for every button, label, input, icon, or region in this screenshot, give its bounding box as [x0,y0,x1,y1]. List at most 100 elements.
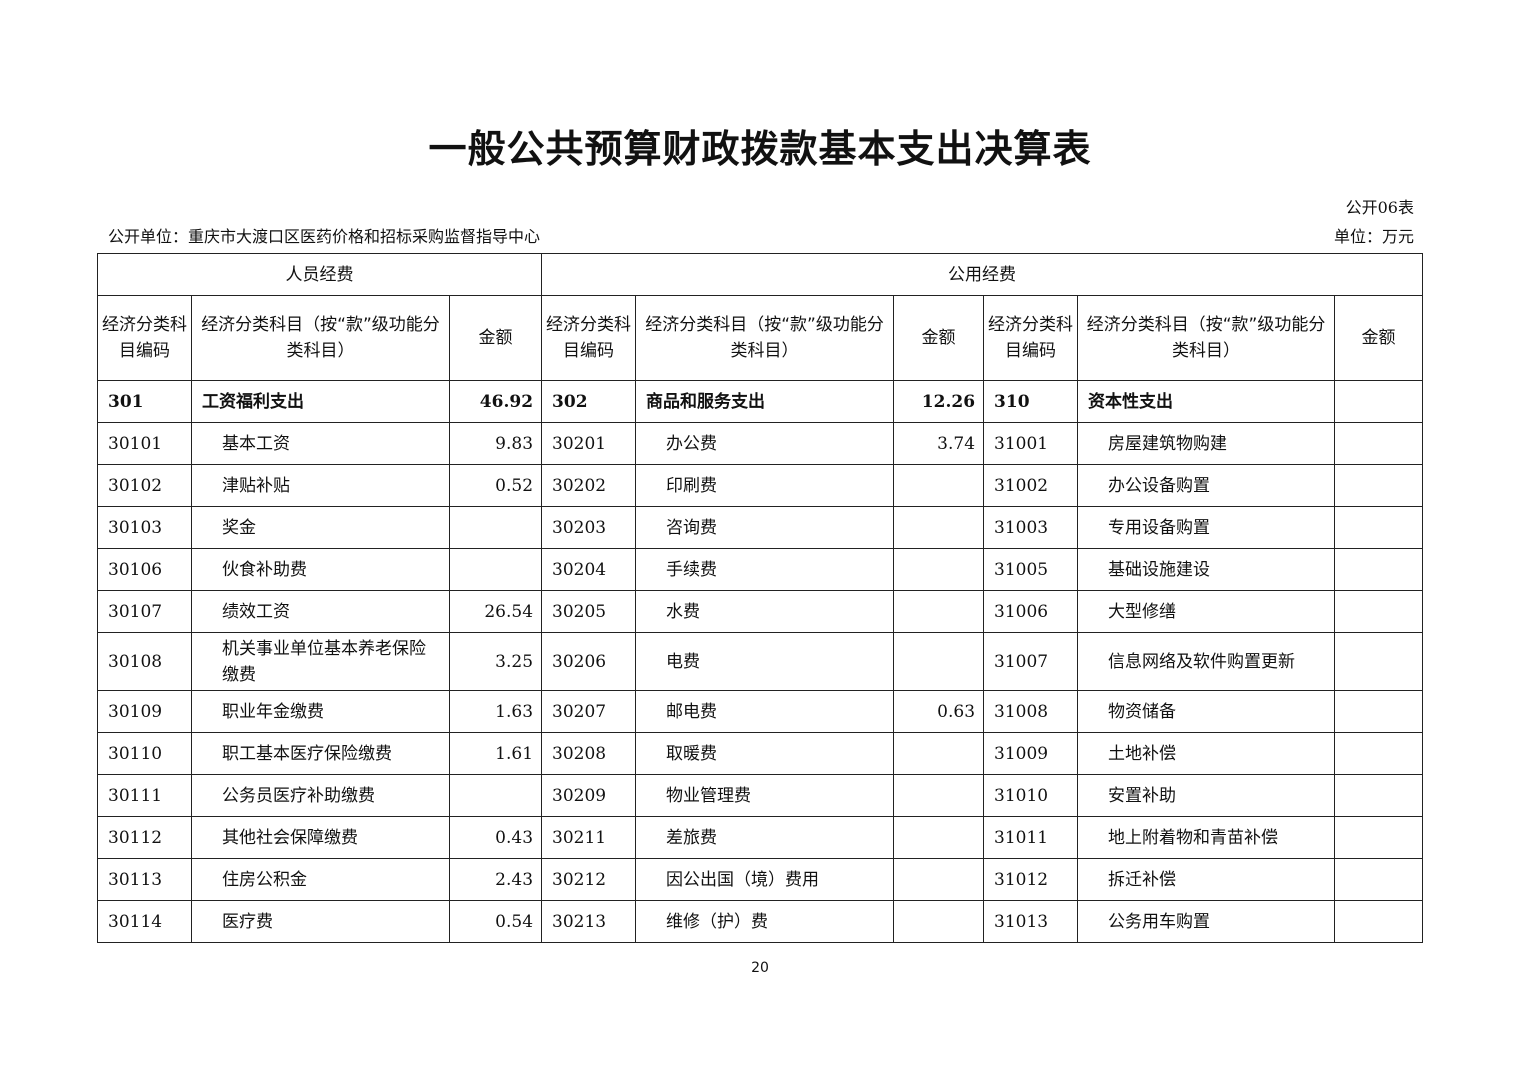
table-row: 30103 奖金 30203 咨询费 31003 专用设备购置 [97,506,1424,549]
code-cell: 30206 [541,632,637,691]
code-cell: 30201 [541,422,637,465]
amount-cell [448,548,543,591]
table-row: 30107 绩效工资 26.54 30205 水费 31006 大型修缮 [97,590,1424,633]
code-cell: 302 [541,380,637,423]
code-cell: 31008 [983,690,1079,733]
table-row: 30110 职工基本医疗保险缴费 1.61 30208 取暖费 31009 土地补偿 [97,732,1424,775]
amount-cell: 1.61 [448,732,543,775]
amount-cell [893,774,985,817]
code-cell: 301 [97,380,192,423]
table-row: 30114 医疗费 0.54 30213 维修（护）费 31013 公务用车购置 [97,900,1424,943]
code-cell: 30205 [541,590,637,633]
code-cell: 30212 [541,858,637,901]
amount-cell [893,858,985,901]
item-name-cell: 印刷费 [635,464,895,507]
amount-cell: 0.43 [448,816,543,859]
table-row: 301 工资福利支出 46.92 302 商品和服务支出 12.26 310 资本性支出 [97,380,1424,423]
amount-cell: 12.26 [893,380,985,423]
code-cell: 30202 [541,464,637,507]
code-cell: 31001 [983,422,1079,465]
code-cell: 31005 [983,548,1079,591]
amount-cell [1334,464,1424,507]
item-name-cell: 津贴补贴 [191,464,450,507]
code-cell: 30207 [541,690,637,733]
code-cell: 30209 [541,774,637,817]
code-cell: 31002 [983,464,1079,507]
table-row: 30101 基本工资 9.83 30201 办公费 3.74 31001 房屋建筑物购建 [97,422,1424,465]
column-header-amount: 金额 [1334,295,1424,381]
code-cell: 30112 [97,816,192,859]
column-header-code: 经济分类科目编码 [541,295,637,381]
amount-cell [1334,590,1424,633]
code-cell: 30102 [97,464,192,507]
item-name-cell: 基础设施建设 [1077,548,1336,591]
amount-cell [1334,732,1424,775]
item-name-cell: 房屋建筑物购建 [1077,422,1336,465]
amount-cell [893,506,985,549]
table-row: 30113 住房公积金 2.43 30212 因公出国（境）费用 31012 拆迁补偿 [97,858,1424,901]
item-name-cell: 电费 [635,632,895,691]
amount-cell [893,464,985,507]
item-name-cell: 土地补偿 [1077,732,1336,775]
item-name-cell: 奖金 [191,506,450,549]
table-row: 30111 公务员医疗补助缴费 30209 物业管理费 31010 安置补助 [97,774,1424,817]
amount-cell [1334,774,1424,817]
item-name-cell: 邮电费 [635,690,895,733]
item-name-cell: 大型修缮 [1077,590,1336,633]
code-cell: 30208 [541,732,637,775]
expenditure-table: 人员经费 公用经费 经济分类科目编码 经济分类科目（按“款”级功能分类科目） 金额经… [96,253,1424,943]
column-header-amount: 金额 [893,295,985,381]
code-cell: 31003 [983,506,1079,549]
item-name-cell: 职业年金缴费 [191,690,450,733]
table-row: 30108 机关事业单位基本养老保险缴费 3.25 30206 电费 31007 信息网络及… [97,632,1424,691]
code-cell: 30203 [541,506,637,549]
item-name-cell: 绩效工资 [191,590,450,633]
item-name-cell: 取暖费 [635,732,895,775]
item-name-cell: 安置补助 [1077,774,1336,817]
code-cell: 30113 [97,858,192,901]
amount-cell [1334,632,1424,691]
amount-cell: 3.25 [448,632,543,691]
amount-cell [1334,506,1424,549]
table-row: 30106 伙食补助费 30204 手续费 31005 基础设施建设 [97,548,1424,591]
code-cell: 30114 [97,900,192,943]
code-cell: 31007 [983,632,1079,691]
amount-cell [893,632,985,691]
code-cell: 310 [983,380,1079,423]
item-name-cell: 基本工资 [191,422,450,465]
group-header-personnel: 人员经费 [96,253,543,296]
item-name-cell: 差旅费 [635,816,895,859]
amount-cell: 9.83 [448,422,543,465]
item-name-cell: 商品和服务支出 [635,380,895,423]
table-number: 公开06表 [1345,198,1414,217]
column-header-name: 经济分类科目（按“款”级功能分类科目） [191,295,450,381]
table-row: 30102 津贴补贴 0.52 30202 印刷费 31002 办公设备购置 [97,464,1424,507]
table-row: 30112 其他社会保障缴费 0.43 30211 差旅费 31011 地上附着物和青苗补偿 [97,816,1424,859]
code-cell: 30213 [541,900,637,943]
item-name-cell: 资本性支出 [1077,380,1336,423]
amount-cell [1334,816,1424,859]
item-name-cell: 办公设备购置 [1077,464,1336,507]
amount-cell [448,774,543,817]
column-header-code: 经济分类科目编码 [97,295,192,381]
amount-cell [893,548,985,591]
amount-cell [1334,858,1424,901]
amount-cell [1334,900,1424,943]
item-name-cell: 水费 [635,590,895,633]
table-row: 30109 职业年金缴费 1.63 30207 邮电费 0.63 31008 物资储备 [97,690,1424,733]
item-name-cell: 手续费 [635,548,895,591]
code-cell: 31011 [983,816,1079,859]
code-cell: 30211 [541,816,637,859]
amount-cell: 0.63 [893,690,985,733]
code-cell: 30107 [97,590,192,633]
item-name-cell: 其他社会保障缴费 [191,816,450,859]
code-cell: 30204 [541,548,637,591]
amount-cell: 0.54 [448,900,543,943]
item-name-cell: 专用设备购置 [1077,506,1336,549]
item-name-cell: 机关事业单位基本养老保险缴费 [191,632,450,691]
amount-cell: 0.52 [448,464,543,507]
item-name-cell: 办公费 [635,422,895,465]
currency-unit: 单位：万元 [1333,227,1414,246]
code-cell: 30103 [97,506,192,549]
column-header-name: 经济分类科目（按“款”级功能分类科目） [1077,295,1336,381]
